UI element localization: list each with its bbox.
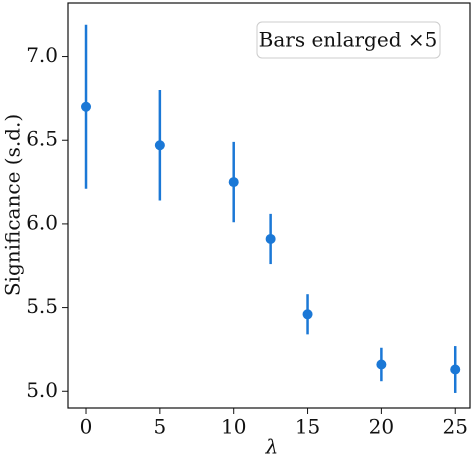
annotation: Bars enlarged ×5 xyxy=(259,28,438,52)
point xyxy=(154,140,165,151)
x-tick-label: 10 xyxy=(221,415,246,439)
x-tick-label: 5 xyxy=(153,415,166,439)
x-axis-label: λ xyxy=(265,435,279,459)
point xyxy=(81,101,92,112)
y-axis-label: Significance (s.d.) xyxy=(1,114,25,296)
y-tick-label: 6.5 xyxy=(26,127,58,151)
point xyxy=(376,359,387,370)
y-tick-label: 6.0 xyxy=(26,210,58,234)
annotation-box xyxy=(256,21,441,59)
y-tick-label: 5.0 xyxy=(26,378,58,402)
x-tick-label: 0 xyxy=(80,415,93,439)
x-tick-label: 15 xyxy=(295,415,320,439)
y-tick-label: 7.0 xyxy=(26,43,58,67)
plot-frame xyxy=(67,2,471,409)
point xyxy=(450,364,461,375)
y-tick-label: 5.5 xyxy=(26,294,58,318)
x-tick-label: 20 xyxy=(369,415,394,439)
point xyxy=(302,309,313,320)
x-tick-label: 25 xyxy=(443,415,468,439)
point xyxy=(265,233,276,244)
point xyxy=(228,177,239,188)
